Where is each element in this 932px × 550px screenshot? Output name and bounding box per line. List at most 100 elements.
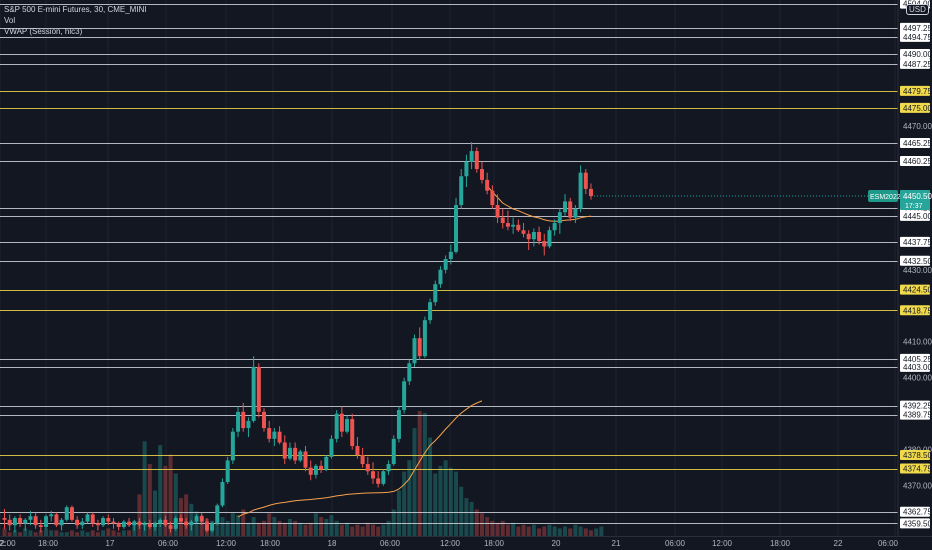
candle-body	[531, 232, 536, 240]
candle-body	[448, 251, 453, 260]
volume-bar	[386, 520, 391, 536]
level-price-label: 4475.00	[903, 104, 932, 113]
candle-body	[376, 478, 381, 484]
candle-body	[417, 338, 422, 357]
candle-body	[106, 518, 111, 522]
volume-bar	[479, 513, 484, 536]
candle-body	[568, 201, 573, 218]
grid-lines	[0, 0, 896, 536]
volume-bar	[49, 530, 54, 536]
volume-bar	[163, 465, 168, 536]
level-price-tag	[900, 155, 930, 166]
level-price-label: 4359.50	[903, 519, 932, 528]
volume-bar	[381, 524, 386, 536]
candle-body	[204, 521, 209, 531]
candle-body	[28, 516, 33, 520]
candle-body	[454, 205, 459, 252]
level-price-tag	[900, 102, 930, 113]
candle-body	[241, 411, 246, 429]
level-price-tag	[900, 58, 930, 69]
volume-bar	[184, 494, 189, 536]
volume-bar	[448, 467, 453, 536]
level-price-label: 4392.25	[903, 402, 932, 411]
candle-body	[246, 420, 251, 429]
candle-body	[303, 451, 308, 468]
volume-bar	[308, 522, 313, 536]
volume-bar	[215, 518, 220, 536]
candle-body	[407, 363, 412, 382]
candle-body	[308, 467, 313, 475]
volume-bar	[542, 526, 547, 536]
volume-bar	[256, 522, 261, 536]
volume-bar	[28, 530, 33, 536]
volume-bar	[158, 445, 163, 536]
volume-bar	[350, 526, 355, 536]
legend-vwap[interactable]: VWAP (Session, hlc3)	[4, 27, 83, 36]
level-price-tag	[900, 305, 930, 316]
volume-bar	[355, 524, 360, 536]
time-tick-label: 20	[552, 539, 561, 548]
candle-body	[339, 413, 344, 432]
volume-bar	[80, 530, 85, 536]
volume-bar	[95, 532, 100, 536]
candle-body	[552, 223, 557, 231]
volume-bar	[412, 428, 417, 536]
level-price-label: 4437.75	[903, 238, 932, 247]
volume-bar	[272, 517, 277, 536]
candle-body	[547, 230, 552, 247]
volume-bar	[121, 530, 126, 536]
volume-bar	[7, 532, 12, 536]
time-axis[interactable]: 2:00 18:00 17 06:00 12:00 18:00 18 06:00 12:00 18…	[0, 536, 932, 549]
candle-body	[75, 519, 80, 526]
volume-bar	[500, 520, 505, 536]
legend-volume[interactable]: Vol	[4, 16, 16, 25]
volume-bar	[531, 524, 536, 536]
volume-bar	[547, 524, 552, 536]
level-price-tag	[900, 353, 930, 364]
volume-bar	[552, 526, 557, 536]
volume-bar	[75, 532, 80, 536]
level-price-label: 4432.50	[903, 257, 932, 266]
candle-body	[54, 514, 59, 526]
candle-body	[298, 451, 303, 461]
volume-bar	[168, 454, 173, 536]
volume-bar	[583, 528, 588, 536]
volume-bar	[370, 524, 375, 536]
level-price-label: 4460.25	[903, 157, 932, 166]
volume-bar	[59, 532, 64, 536]
price-axis[interactable]: 4470.004430.004410.004400.004380.004370.…	[900, 0, 932, 529]
volume-bar	[277, 520, 282, 536]
level-price-tag	[900, 85, 930, 96]
vwap-line	[237, 185, 592, 518]
candle-body	[495, 205, 500, 218]
volume-bar	[230, 513, 235, 536]
candle-body	[287, 447, 292, 459]
volume-bar	[417, 411, 422, 536]
volume-bar	[345, 522, 350, 536]
level-price-tag	[900, 31, 930, 42]
volume-bar	[422, 412, 427, 536]
volume-bar	[599, 526, 604, 536]
volume-bar	[241, 509, 246, 536]
candle-body	[516, 224, 521, 231]
candle-body	[251, 366, 256, 421]
candle-body	[153, 523, 158, 528]
legend-symbol[interactable]: S&P 500 E-mini Futures, 30, CME_MINI	[4, 5, 147, 14]
volume-bar	[365, 522, 370, 536]
volume-bar	[469, 501, 474, 536]
candle-body	[132, 521, 137, 526]
price-tick-label: 4410.00	[903, 338, 932, 347]
candle-body	[521, 230, 526, 234]
candle-body	[490, 190, 495, 206]
volume-bar	[173, 473, 178, 536]
level-price-tag	[900, 450, 930, 461]
level-price-tag	[900, 48, 930, 59]
candle-body	[12, 518, 17, 526]
symbol-tag-label: ESM2022	[870, 194, 901, 201]
candle-body	[210, 523, 215, 531]
currency-label[interactable]: USD	[906, 4, 929, 15]
time-tick-label: 18:00	[770, 539, 791, 548]
candle-body	[2, 518, 7, 520]
